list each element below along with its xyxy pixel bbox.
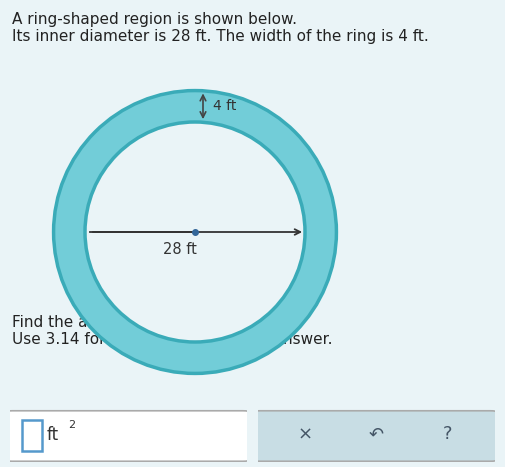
Circle shape [85,122,305,342]
Circle shape [54,91,336,374]
Text: A ring-shaped region is shown below.: A ring-shaped region is shown below. [12,12,297,27]
Text: ?: ? [443,425,452,443]
Text: Its inner diameter is 28 ft. The width of the ring is 4 ft.: Its inner diameter is 28 ft. The width o… [12,29,429,44]
Text: ↶: ↶ [369,425,384,443]
Text: 4 ft: 4 ft [213,99,236,113]
Bar [22,420,42,451]
Text: ft: ft [47,426,59,444]
FancyBboxPatch shape [6,411,250,461]
Text: 2: 2 [68,420,75,431]
Text: 28 ft: 28 ft [163,242,197,257]
Text: ×: × [297,425,313,443]
Text: Find the area of the shaded region.: Find the area of the shaded region. [12,315,281,330]
Text: Use 3.14 for π. Do not round your answer.: Use 3.14 for π. Do not round your answer… [12,332,332,347]
FancyBboxPatch shape [253,411,497,461]
